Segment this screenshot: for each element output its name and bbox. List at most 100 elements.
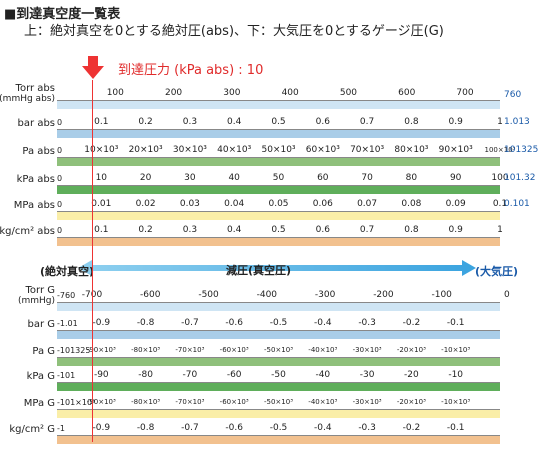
scale-tick: -0.5 <box>269 423 288 433</box>
scale-tick: 0.09 <box>445 199 466 209</box>
scale-bar <box>57 435 500 444</box>
scale-bar <box>57 382 500 391</box>
scale-tick: -40×10³ <box>308 346 338 354</box>
scale-tick: -100 <box>431 290 452 300</box>
scale-name: bar abs <box>17 118 55 129</box>
page-subtitle: 上：絶対真空を0とする絶対圧(abs)、下：大気圧を0とするゲージ圧(G) <box>24 24 444 39</box>
scale-tick: -90 <box>93 370 109 380</box>
atmospheric-label: (大気圧) <box>475 265 519 278</box>
scale-tick: 400 <box>281 88 299 98</box>
scale-tick: 0.02 <box>135 199 156 209</box>
scale-name: MPa abs <box>13 200 55 211</box>
scale-tick: -80×10³ <box>131 346 161 354</box>
scale-tick: 300 <box>223 88 241 98</box>
scale-tick: 0.03 <box>179 199 200 209</box>
scale-name: kg/cm² G <box>9 424 55 435</box>
scale-tick: 90 <box>449 173 462 183</box>
scale-bar <box>57 100 500 109</box>
scale-tick: -50×10³ <box>263 346 294 354</box>
scale-left-value: -101 <box>57 371 76 380</box>
scale-tick: -300 <box>314 290 336 300</box>
scale-tick: -0.3 <box>358 318 376 328</box>
scale-bar <box>57 157 500 166</box>
scale-tick: 0.05 <box>268 199 289 209</box>
scale-tick: -20×10³ <box>396 398 426 406</box>
scale-tick: 1 <box>497 117 503 127</box>
scale-tick: -60 <box>226 370 242 380</box>
scale-tick: -0.2 <box>402 423 421 433</box>
scale-tick: -20 <box>404 370 419 380</box>
scale-tick: -80 <box>138 370 153 380</box>
scale-tick: -0.4 <box>314 318 332 328</box>
scale-tick: 700 <box>456 88 474 98</box>
scale-tick: 0.4 <box>227 117 242 127</box>
scale-tick: -0.8 <box>136 423 155 433</box>
scale-name: kPa abs <box>16 174 55 185</box>
scale-bar <box>57 302 500 311</box>
scale-tick: 70×10³ <box>350 145 385 155</box>
scale-tick: -30 <box>359 370 375 380</box>
scale-tick: 600 <box>398 88 416 98</box>
scale-tick: -70×10³ <box>175 398 205 406</box>
scale-tick: -0.7 <box>181 423 199 433</box>
scale-tick: -30×10³ <box>352 346 382 354</box>
scale-tick: -10 <box>448 370 464 380</box>
scale-tick: -80×10³ <box>131 398 161 406</box>
scale-tick: 0.04 <box>224 199 245 209</box>
absolute-vacuum-label: (絶対真空) <box>40 265 95 278</box>
scale-name: kg/cm² abs <box>0 226 55 237</box>
scale-tick: -0.6 <box>225 423 243 433</box>
scale-tick: -400 <box>256 290 278 300</box>
reached-pressure-label: 到達圧力 (kPa abs) : 10 <box>118 63 264 78</box>
scale-tick: -0.8 <box>136 318 155 328</box>
scale-label: kPa G <box>27 372 55 382</box>
scale-tick: 0.5 <box>271 117 286 127</box>
scale-tick: -0.5 <box>269 318 288 328</box>
scale-tick: 0.3 <box>182 225 198 235</box>
scale-right-value: 0.101 <box>504 199 530 209</box>
scale-tick: 0.2 <box>138 117 153 127</box>
scale-tick: -10×10³ <box>441 398 471 406</box>
scale-tick: -60×10³ <box>219 398 249 406</box>
scale-tick: 0.1 <box>94 117 109 127</box>
scale-tick: 50 <box>272 173 285 183</box>
scale-bar <box>57 211 500 220</box>
scale-bar <box>57 409 500 418</box>
scale-name: Pa abs <box>22 146 55 157</box>
scale-label: kg/cm² abs <box>0 227 55 237</box>
scale-tick: -700 <box>82 291 102 300</box>
scale-tick: 0.08 <box>401 199 422 209</box>
scale-label: Torr abs (mmHg abs) <box>0 84 55 105</box>
scale-tick: -0.2 <box>402 318 421 328</box>
scale-tick: 30 <box>184 173 196 183</box>
scale-tick: 0.8 <box>404 117 419 127</box>
scale-left-value: 0 <box>57 174 63 183</box>
scale-tick: 80 <box>405 173 418 183</box>
scale-tick: -0.1 <box>446 318 465 328</box>
scale-tick: 0.07 <box>357 199 378 209</box>
scale-name: kPa G <box>26 371 55 382</box>
scale-tick: -0.6 <box>225 318 243 328</box>
scale-left-value: 0 <box>57 200 63 209</box>
scale-tick: 0.9 <box>448 117 463 127</box>
scale-tick: 500 <box>339 88 358 98</box>
scale-tick: -200 <box>373 290 394 300</box>
scale-left-value: -1.01 <box>57 319 78 328</box>
scale-right-value: 1.013 <box>504 117 530 127</box>
scale-tick: -40×10³ <box>308 398 338 406</box>
scale-tick: 100 <box>106 88 124 98</box>
scale-label: Pa G <box>32 347 55 357</box>
scale-tick: 30×10³ <box>172 145 207 155</box>
scale-tick: 70 <box>361 173 373 183</box>
scale-tick: 0.9 <box>448 225 463 235</box>
scale-tick: 0.3 <box>182 117 198 127</box>
scale-left-value: 0 <box>57 118 63 127</box>
scale-tick: -0.7 <box>181 318 199 328</box>
scale-tick: -40 <box>315 370 331 380</box>
scale-tick: -60×10³ <box>219 346 249 354</box>
scale-label: MPa abs <box>14 201 55 211</box>
scale-tick: 20 <box>139 173 152 183</box>
scale-unit: (mmHg abs) <box>0 94 55 104</box>
scale-tick: 0.7 <box>359 225 375 235</box>
scale-tick: 40 <box>228 173 240 183</box>
